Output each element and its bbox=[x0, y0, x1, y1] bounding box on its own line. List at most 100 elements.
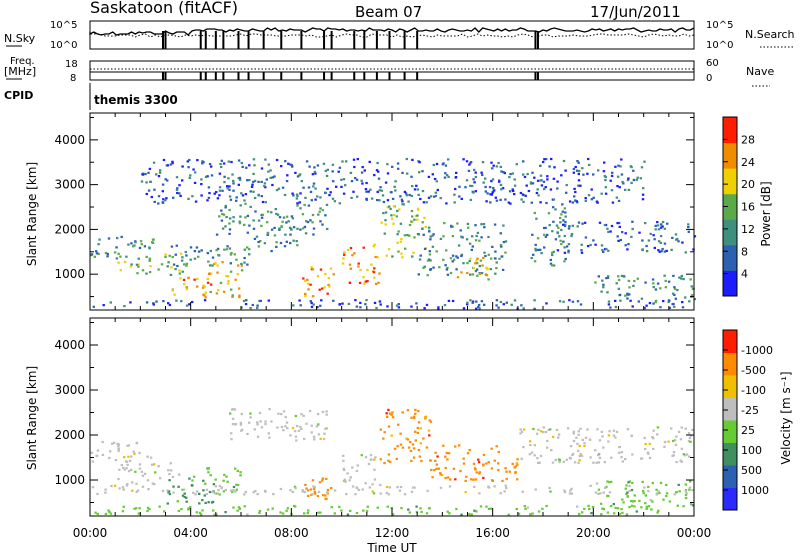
range-cell bbox=[314, 198, 317, 201]
range-cell bbox=[473, 485, 476, 488]
range-cell bbox=[232, 506, 235, 509]
range-cell bbox=[595, 200, 599, 203]
range-cell bbox=[123, 305, 126, 308]
range-cell bbox=[259, 240, 262, 243]
range-cell bbox=[227, 177, 230, 180]
range-cell bbox=[296, 194, 299, 198]
range-cell bbox=[675, 491, 678, 494]
range-cell bbox=[378, 300, 382, 303]
range-cell bbox=[604, 186, 607, 189]
range-cell bbox=[434, 194, 438, 198]
range-cell bbox=[477, 461, 481, 464]
range-cell bbox=[534, 488, 537, 491]
range-cell bbox=[620, 456, 623, 459]
range-cell bbox=[113, 484, 117, 487]
range-cell bbox=[328, 285, 331, 288]
range-cell bbox=[491, 245, 494, 248]
range-cell bbox=[594, 449, 597, 452]
range-cell bbox=[198, 511, 202, 514]
range-cell bbox=[436, 188, 439, 192]
range-cell bbox=[369, 458, 373, 461]
range-cell bbox=[577, 161, 580, 164]
range-cell bbox=[661, 225, 664, 228]
range-cell bbox=[252, 180, 255, 183]
range-cell bbox=[303, 225, 307, 228]
range-cell bbox=[169, 273, 173, 276]
range-cell bbox=[476, 231, 480, 234]
range-cell bbox=[372, 271, 376, 274]
range-cell bbox=[169, 469, 173, 472]
x-tick-label: 08:00 bbox=[274, 526, 309, 540]
range-cell bbox=[581, 222, 584, 225]
range-cell bbox=[562, 219, 565, 222]
range-cell bbox=[234, 490, 237, 493]
range-cell bbox=[285, 240, 288, 243]
range-cell bbox=[663, 250, 666, 253]
range-cell bbox=[189, 174, 192, 177]
range-cell bbox=[330, 487, 333, 490]
range-cell bbox=[627, 188, 631, 191]
range-cell bbox=[620, 274, 624, 277]
range-cell bbox=[229, 270, 233, 273]
range-cell bbox=[234, 278, 237, 281]
range-cell bbox=[680, 447, 684, 450]
range-cell bbox=[437, 306, 440, 309]
range-cell bbox=[340, 178, 343, 181]
range-cell bbox=[191, 300, 194, 304]
range-cell bbox=[405, 437, 408, 440]
range-cell bbox=[410, 459, 413, 463]
range-cell bbox=[230, 160, 233, 164]
range-cell bbox=[655, 493, 658, 496]
range-cell bbox=[234, 467, 237, 470]
range-cell bbox=[241, 165, 244, 168]
range-cell bbox=[365, 198, 368, 201]
range-cell bbox=[581, 511, 584, 514]
range-cell bbox=[631, 500, 634, 503]
range-cell bbox=[612, 434, 616, 437]
range-cell bbox=[528, 440, 532, 443]
range-cell bbox=[556, 187, 559, 190]
range-cell bbox=[360, 179, 363, 182]
range-cell bbox=[555, 428, 559, 431]
range-cell bbox=[654, 299, 658, 302]
range-cell bbox=[222, 479, 225, 482]
range-cell bbox=[643, 307, 646, 310]
range-cell bbox=[645, 304, 648, 307]
range-cell bbox=[263, 242, 267, 245]
range-cell bbox=[688, 300, 691, 303]
range-cell bbox=[317, 423, 320, 426]
range-cell bbox=[580, 454, 584, 457]
range-cell bbox=[172, 263, 176, 266]
range-cell bbox=[307, 204, 311, 207]
y-tick-label: 3000 bbox=[54, 383, 85, 397]
range-cell bbox=[654, 288, 658, 291]
range-cell bbox=[659, 306, 662, 309]
range-cell bbox=[468, 242, 472, 245]
range-cell bbox=[475, 259, 478, 262]
range-cell bbox=[482, 453, 486, 456]
range-cell bbox=[285, 421, 289, 424]
range-cell bbox=[187, 197, 190, 200]
range-cell bbox=[475, 471, 478, 474]
range-cell bbox=[658, 492, 661, 495]
range-cell bbox=[326, 227, 329, 231]
range-cell bbox=[602, 283, 605, 286]
range-cell bbox=[689, 278, 692, 281]
range-cell bbox=[227, 280, 230, 283]
range-cell bbox=[671, 303, 674, 306]
range-cell bbox=[255, 235, 259, 238]
range-cell bbox=[460, 197, 463, 200]
range-cell bbox=[641, 489, 645, 493]
range-cell bbox=[680, 277, 683, 280]
range-cell bbox=[269, 176, 272, 179]
range-cell bbox=[426, 489, 429, 492]
range-cell bbox=[631, 220, 634, 223]
range-cell bbox=[433, 469, 436, 472]
range-cell bbox=[218, 194, 221, 197]
range-cell bbox=[121, 510, 125, 513]
range-cell bbox=[667, 299, 671, 302]
range-cell bbox=[206, 199, 209, 202]
range-cell bbox=[563, 207, 566, 210]
range-cell bbox=[163, 510, 166, 513]
range-cell bbox=[257, 219, 261, 222]
